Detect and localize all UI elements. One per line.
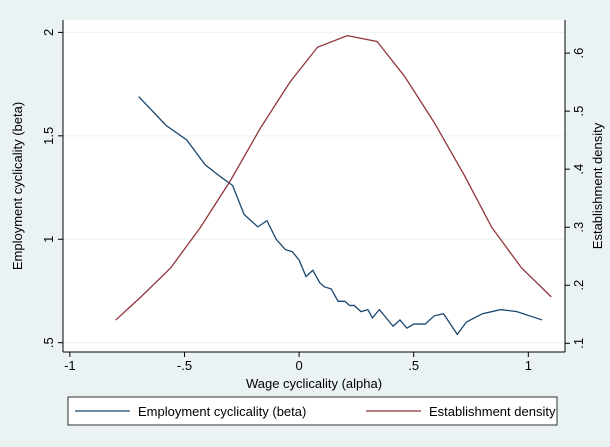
series-line [115,34,552,321]
y-tick-label: 1.5 [41,127,56,145]
y-tick-label: 1 [41,236,56,243]
x-axis-title: Wage cyclicality (alpha) [246,376,382,391]
y-tick-label: .5 [41,337,56,348]
y2-tick-label: .4 [571,164,586,175]
x-tick-label: .5 [408,358,419,373]
y2-tick-label: .3 [571,222,586,233]
y2-tick-label: .2 [571,280,586,291]
legend-box [67,396,558,426]
y2-tick-label: .6 [571,48,586,59]
y2-tick-label: .5 [571,106,586,117]
y-tick-label: 2 [41,29,56,36]
legend-label: Establishment density [429,404,556,419]
x-tick-label: 1 [525,358,532,373]
x-tick-label: -.5 [177,358,192,373]
y-axis-title: Employment cyclicality (beta) [10,102,25,270]
y2-tick-label: .1 [571,338,586,349]
y2-axis-title: Establishment density [590,122,605,249]
series-line [138,96,543,336]
x-tick-label: -1 [64,358,76,373]
legend-label: Employment cyclicality (beta) [138,404,306,419]
x-tick-label: 0 [295,358,302,373]
plot-area [63,20,565,352]
